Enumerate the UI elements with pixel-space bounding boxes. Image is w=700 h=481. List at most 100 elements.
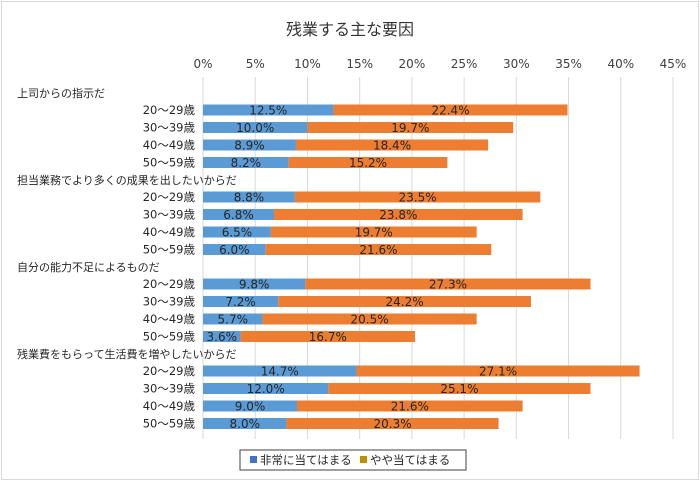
data-label-series2: 27.3% bbox=[429, 278, 467, 292]
bar-segment-series2 bbox=[297, 400, 523, 412]
category-label: 50～59歳 bbox=[143, 417, 196, 431]
data-label-series1: 3.6% bbox=[207, 330, 238, 344]
data-label-series2: 23.5% bbox=[399, 191, 437, 205]
chart-title: 残業する主な要因 bbox=[286, 20, 414, 39]
category-label: 30～39歳 bbox=[143, 382, 196, 396]
category-label: 30～39歳 bbox=[143, 295, 196, 309]
bar-segment-series1 bbox=[203, 122, 308, 133]
data-label-series1: 9.0% bbox=[235, 400, 266, 414]
x-tick-label: 15% bbox=[346, 57, 373, 71]
category-label: 20～29歳 bbox=[143, 190, 196, 204]
data-label-series2: 18.4% bbox=[373, 139, 411, 153]
legend: 非常に当てはまる やや当てはまる bbox=[239, 449, 467, 471]
legend-label-series2: やや当てはまる bbox=[370, 453, 450, 467]
data-label-series1: 5.7% bbox=[218, 313, 249, 327]
data-label-series2: 23.8% bbox=[379, 208, 417, 222]
data-label-series1: 6.8% bbox=[223, 208, 254, 222]
bar-segment-series2 bbox=[328, 383, 591, 394]
data-label-series1: 9.8% bbox=[239, 278, 270, 292]
bar-segment-series2 bbox=[274, 209, 523, 220]
group-label: 担当業務でより多くの成果を出したいからだ bbox=[17, 173, 237, 187]
data-label-series2: 21.6% bbox=[359, 243, 397, 257]
bar-segment-series2 bbox=[278, 296, 531, 307]
data-label-series2: 16.7% bbox=[309, 330, 347, 344]
bar-segment-series1 bbox=[203, 139, 296, 151]
bar-segment-series2 bbox=[356, 365, 640, 377]
data-label-series1: 14.7% bbox=[261, 365, 299, 379]
legend-swatch-series2 bbox=[360, 456, 367, 463]
legend-swatch-series1 bbox=[250, 456, 257, 463]
category-label: 40～49歳 bbox=[143, 225, 196, 239]
category-label: 40～49歳 bbox=[143, 399, 196, 413]
x-tick-label: 35% bbox=[555, 57, 582, 71]
bar-segment-series1 bbox=[203, 383, 329, 394]
data-labels: 20～29歳 12.5% 22.4% 30～39歳 10.0% 19.7% 40～49歳 8.… bbox=[143, 103, 517, 431]
data-label-series1: 6.0% bbox=[219, 243, 250, 257]
bar-segment-series1 bbox=[203, 418, 287, 429]
bar-segment-series2 bbox=[270, 226, 477, 238]
x-tick-label: 0% bbox=[193, 57, 212, 71]
bar-segment-series1 bbox=[203, 157, 289, 168]
legend-box bbox=[239, 449, 467, 471]
category-label: 50～59歳 bbox=[143, 330, 196, 344]
x-axis-ticks: 0% 5% 10% 15% 20% 25% 30% 35% 40% 45% bbox=[193, 57, 686, 71]
x-tick-label: 10% bbox=[294, 57, 321, 71]
category-label: 40～49歳 bbox=[143, 312, 196, 326]
x-tick-label: 5% bbox=[246, 57, 265, 71]
category-label: 20～29歳 bbox=[143, 277, 196, 291]
data-label-series1: 7.2% bbox=[225, 295, 256, 309]
bar-segment-series2 bbox=[305, 278, 591, 290]
bar-segment-series2 bbox=[240, 331, 416, 342]
category-label: 50～59歳 bbox=[143, 243, 196, 257]
data-label-series1: 8.0% bbox=[230, 417, 261, 431]
data-label-series2: 24.2% bbox=[386, 295, 424, 309]
data-label-series2: 27.1% bbox=[479, 365, 517, 379]
bars bbox=[203, 104, 640, 429]
bar-segment-series2 bbox=[295, 139, 489, 151]
x-tick-label: 25% bbox=[451, 57, 478, 71]
category-label: 40～49歳 bbox=[143, 138, 196, 152]
x-tick-label: 30% bbox=[503, 57, 530, 71]
category-label: 20～29歳 bbox=[143, 103, 196, 117]
x-tick-label: 40% bbox=[607, 57, 634, 71]
gridlines bbox=[202, 77, 674, 439]
bar-segment-series1 bbox=[203, 244, 266, 255]
data-label-series1: 6.5% bbox=[222, 226, 253, 240]
data-label-series2: 20.5% bbox=[351, 313, 389, 327]
bar-segment-series1 bbox=[203, 226, 271, 238]
group-label: 残業費をもらって生活費を増やしたいからだ bbox=[17, 347, 236, 361]
bar-segment-series1 bbox=[203, 278, 306, 290]
group-label: 上司からの指示だ bbox=[17, 86, 105, 100]
data-label-series2: 19.7% bbox=[391, 121, 429, 135]
bar-segment-series1 bbox=[203, 400, 297, 412]
legend-label-series1: 非常に当てはまる bbox=[260, 453, 352, 467]
group-label: 自分の能力不足によるものだ bbox=[17, 260, 160, 274]
category-groups: 上司からの指示だ担当業務でより多くの成果を出したいからだ自分の能力不足によるもの… bbox=[17, 86, 237, 361]
category-label: 20～29歳 bbox=[143, 364, 196, 378]
bar-segment-series2 bbox=[307, 122, 514, 133]
x-tick-label: 45% bbox=[660, 57, 687, 71]
data-label-series1: 8.8% bbox=[234, 191, 265, 205]
bar-segment-series2 bbox=[262, 313, 477, 325]
category-label: 50～59歳 bbox=[143, 156, 196, 170]
bar-segment-series2 bbox=[333, 104, 568, 116]
category-label: 30～39歳 bbox=[143, 208, 196, 222]
bar-segment-series1 bbox=[203, 209, 275, 220]
bar-segment-series2 bbox=[294, 191, 541, 203]
bar-segment-series1 bbox=[203, 104, 334, 116]
data-label-series2: 25.1% bbox=[440, 382, 478, 396]
data-label-series2: 15.2% bbox=[349, 156, 387, 170]
data-label-series2: 19.7% bbox=[355, 226, 393, 240]
bar-segment-series2 bbox=[288, 157, 448, 168]
data-label-series2: 20.3% bbox=[374, 417, 412, 431]
bar-segment-series1 bbox=[203, 296, 279, 307]
category-label: 30～39歳 bbox=[143, 121, 196, 135]
bar-segment-series1 bbox=[203, 365, 357, 377]
data-label-series2: 22.4% bbox=[431, 104, 469, 118]
bar-segment-series1 bbox=[203, 313, 263, 325]
bar-segment-series2 bbox=[286, 418, 499, 429]
data-label-series1: 8.9% bbox=[234, 139, 265, 153]
x-tick-label: 20% bbox=[399, 57, 426, 71]
